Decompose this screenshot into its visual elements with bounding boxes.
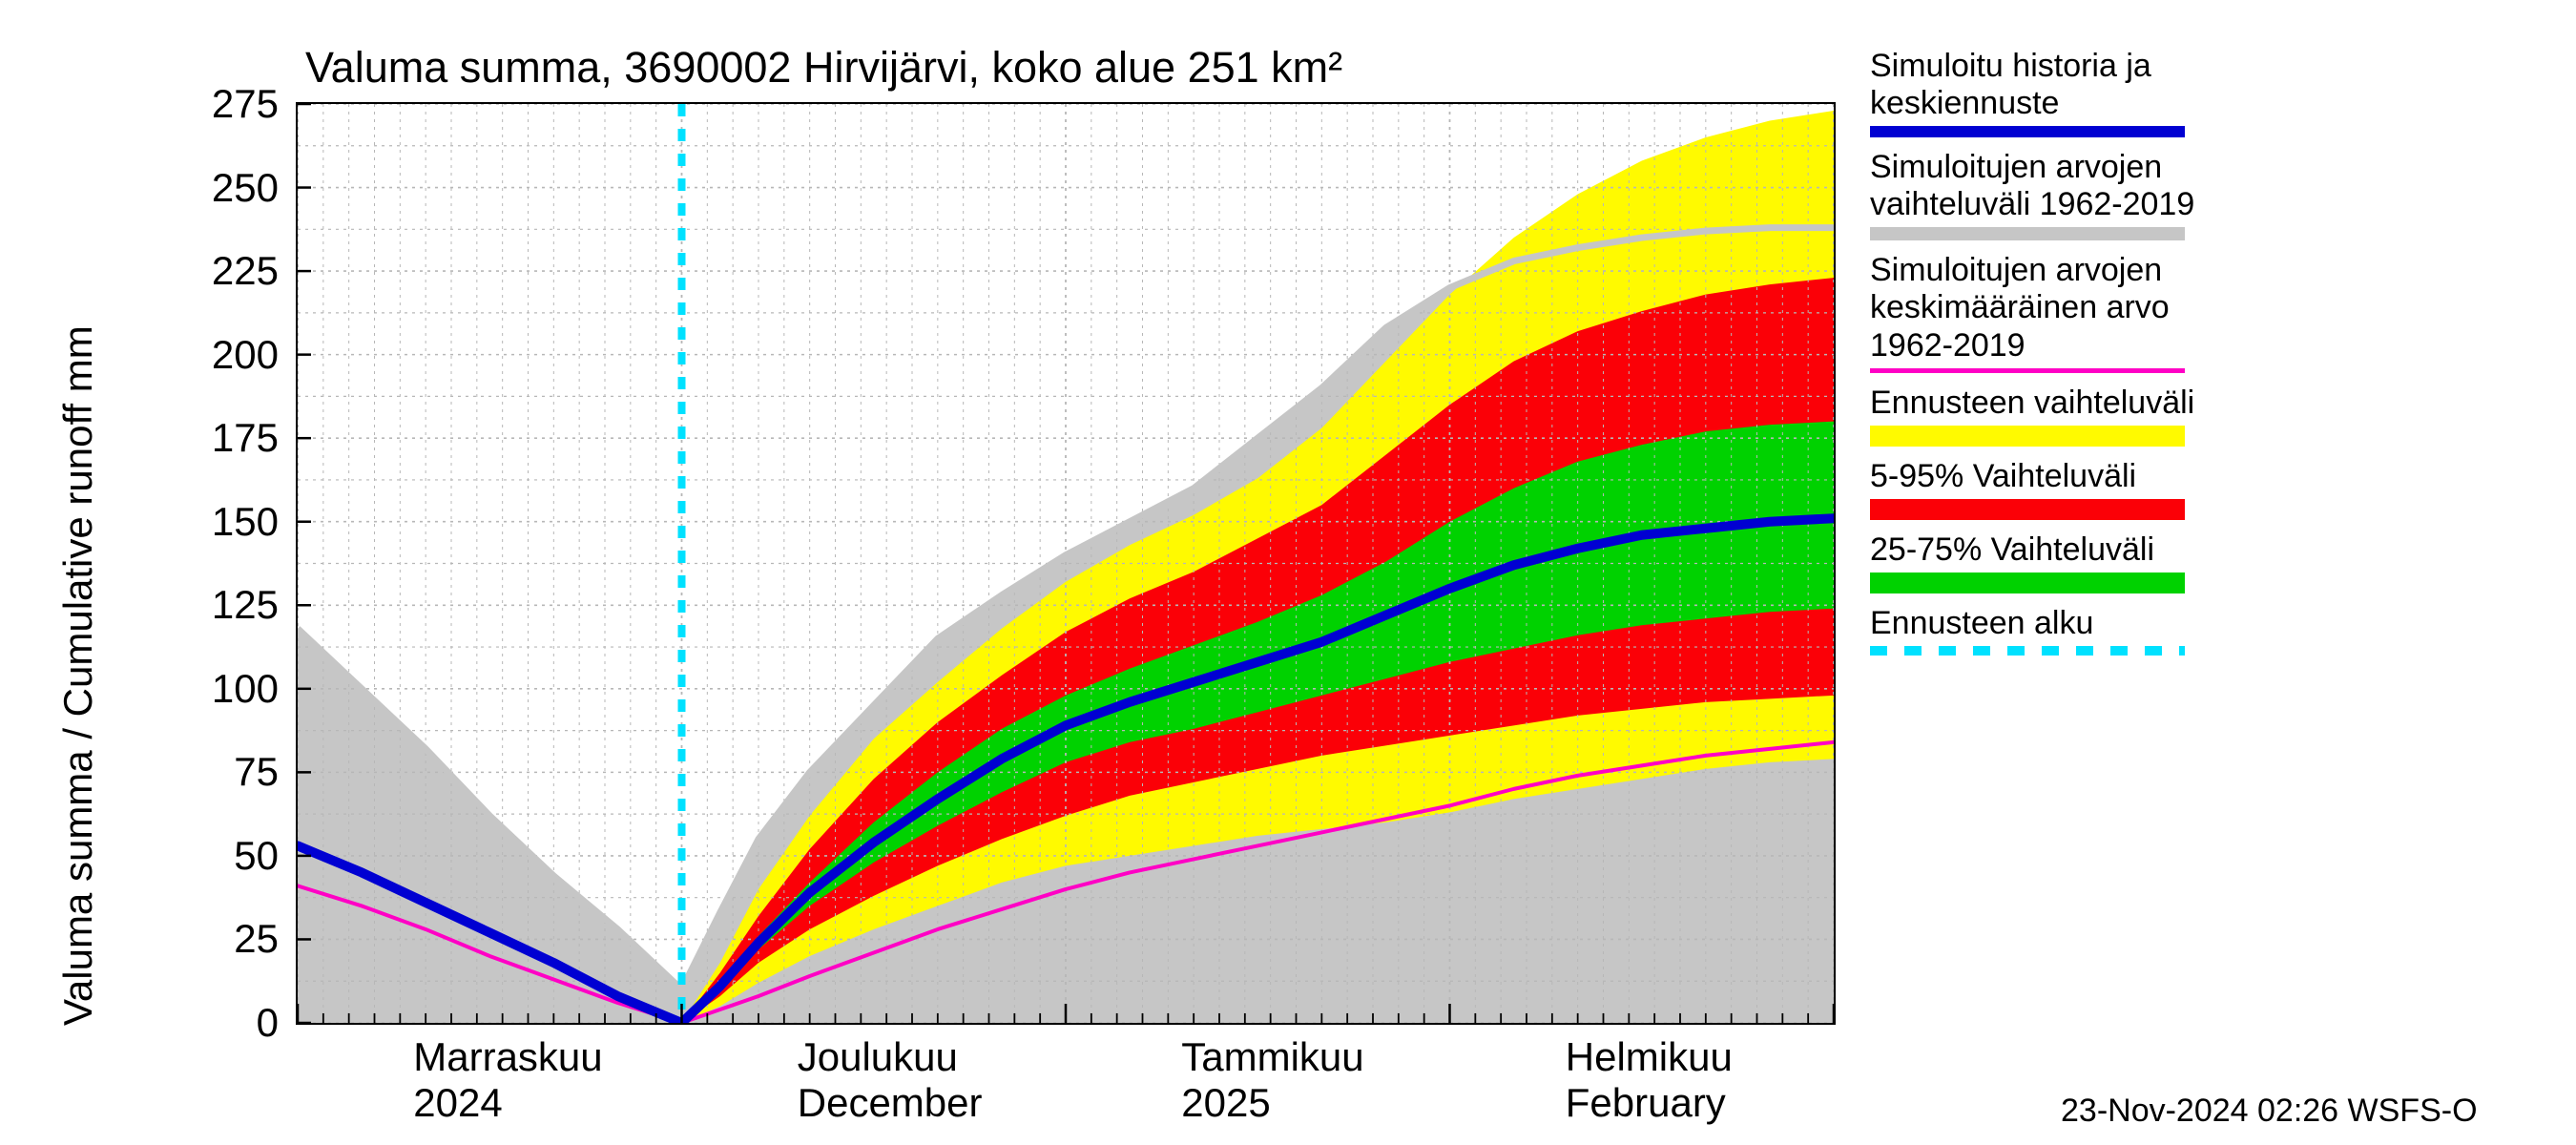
ytick-label: 25 (234, 916, 279, 962)
legend-label: 1962-2019 (1870, 327, 2194, 364)
ytick-label: 250 (212, 165, 279, 211)
legend-label: Simuloitujen arvojen (1870, 252, 2194, 289)
footer-timestamp: 23-Nov-2024 02:26 WSFS-O (2061, 1093, 2478, 1130)
legend-swatch (1870, 499, 2185, 520)
ytick-label: 125 (212, 582, 279, 628)
ytick-label: 275 (212, 81, 279, 127)
ytick-label: 150 (212, 499, 279, 545)
legend-label: Simuloitujen arvojen (1870, 149, 2194, 186)
ytick-label: 225 (212, 248, 279, 294)
plot-area: 0255075100125150175200225250275Marraskuu… (296, 102, 1836, 1025)
legend-label: Ennusteen vaihteluväli (1870, 385, 2194, 422)
legend-entry: Ennusteen vaihteluväli (1870, 385, 2194, 447)
legend-label: Simuloitu historia ja (1870, 48, 2194, 85)
legend-entry: 25-75% Vaihteluväli (1870, 531, 2194, 593)
legend-entry: Simuloitujen arvojenkeskimääräinen arvo … (1870, 252, 2194, 372)
legend-label: vaihteluväli 1962-2019 (1870, 186, 2194, 223)
legend-label: keskiennuste (1870, 85, 2194, 122)
legend-entry: Ennusteen alku (1870, 605, 2194, 656)
legend-entry: Simuloitu historia jakeskiennuste (1870, 48, 2194, 137)
legend-label: 5-95% Vaihteluväli (1870, 458, 2194, 495)
xtick-label: Tammikuu2025 (1181, 1034, 1363, 1127)
legend-label: keskimääräinen arvo (1870, 289, 2194, 326)
ytick-label: 50 (234, 833, 279, 879)
legend-swatch (1870, 646, 2185, 656)
ytick-label: 175 (212, 415, 279, 461)
legend-entry: Simuloitujen arvojenvaihteluväli 1962-20… (1870, 149, 2194, 240)
ytick-label: 200 (212, 332, 279, 378)
legend-label: Ennusteen alku (1870, 605, 2194, 642)
y-axis-label: Valuma summa / Cumulative runoff mm (55, 325, 101, 1026)
legend-swatch (1870, 426, 2185, 447)
chart-root: Valuma summa, 3690002 Hirvijärvi, koko a… (0, 0, 2576, 1145)
legend-swatch (1870, 368, 2185, 373)
legend-label: 25-75% Vaihteluväli (1870, 531, 2194, 569)
xtick-label: Marraskuu2024 (413, 1034, 602, 1127)
ytick-label: 100 (212, 666, 279, 712)
legend: Simuloitu historia jakeskiennusteSimuloi… (1870, 48, 2194, 667)
xtick-label: JoulukuuDecember (798, 1034, 983, 1127)
chart-title: Valuma summa, 3690002 Hirvijärvi, koko a… (305, 43, 1342, 93)
legend-swatch (1870, 126, 2185, 137)
legend-entry: 5-95% Vaihteluväli (1870, 458, 2194, 520)
ytick-label: 75 (234, 749, 279, 795)
legend-swatch (1870, 572, 2185, 593)
legend-swatch (1870, 227, 2185, 240)
xtick-label: HelmikuuFebruary (1566, 1034, 1733, 1127)
ytick-label: 0 (257, 1000, 279, 1046)
